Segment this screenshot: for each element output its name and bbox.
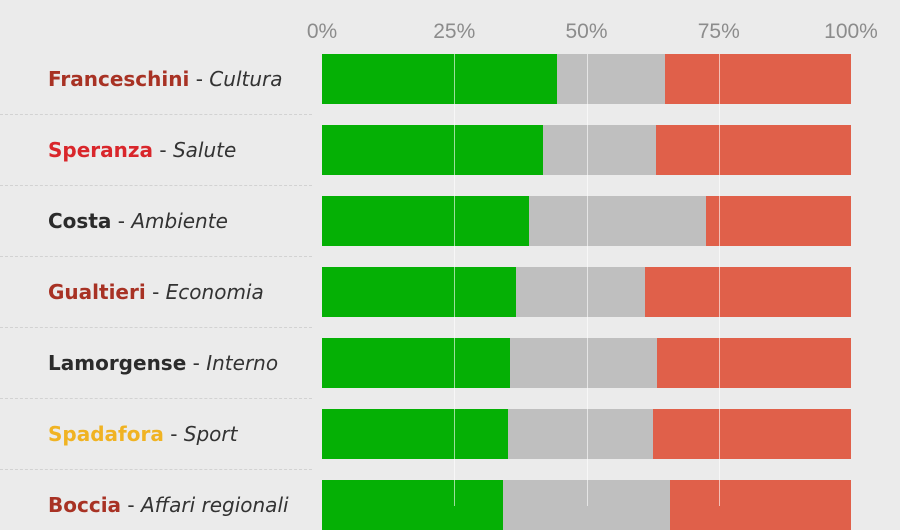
minister-name: Speranza (48, 138, 154, 162)
label-separator: - (121, 493, 141, 517)
label-separator: - (153, 138, 173, 162)
x-tick-label: 25% (433, 20, 476, 43)
row-label: Franceschini - Cultura (48, 67, 283, 91)
label-separator: - (186, 351, 207, 375)
row-divider (0, 469, 312, 470)
bar-segment-positive (322, 480, 503, 530)
x-tick-label: 100% (824, 20, 878, 43)
row-label: Costa - Ambiente (48, 209, 228, 233)
row-label: Speranza - Salute (48, 138, 236, 162)
bar-segment-neutral (557, 54, 665, 104)
label-separator: - (163, 422, 184, 446)
gridline (719, 54, 720, 506)
ministry-name: Affari regionali (140, 493, 289, 517)
gridline (587, 54, 588, 506)
row-divider (0, 256, 312, 257)
ministry-name: Salute (172, 138, 237, 162)
bar-segment-positive (322, 125, 543, 175)
bar-segment-positive (322, 196, 530, 246)
row-divider (0, 398, 312, 399)
bar-segment-neutral (510, 338, 658, 388)
x-tick-label: 50% (565, 20, 608, 43)
minister-name: Franceschini (48, 67, 190, 91)
bar-segment-positive (322, 409, 509, 459)
ministry-name: Cultura (209, 67, 283, 91)
minister-name: Boccia (48, 493, 122, 517)
bar-segment-neutral (542, 125, 656, 175)
bar-segment-neutral (508, 409, 653, 459)
label-separator: - (189, 67, 210, 91)
row-label: Spadafora - Sport (48, 422, 237, 446)
row-divider (0, 114, 312, 115)
ministry-name: Economia (165, 280, 264, 304)
bar-segment-negative (645, 267, 851, 317)
approval-chart: 0% 25% 50% 75% 100% Franceschini - Cultura Spe… (0, 20, 878, 530)
ministry-name: Sport (183, 422, 238, 446)
bar-segment-positive (322, 338, 511, 388)
x-tick-label: 75% (697, 20, 740, 43)
label-separator: - (111, 209, 132, 233)
bar-segment-negative (657, 338, 851, 388)
row-divider (0, 327, 312, 328)
bar-segment-positive (322, 54, 558, 104)
bar-segment-negative (664, 54, 851, 104)
bar-segment-negative (655, 125, 851, 175)
minister-name: Costa (48, 209, 112, 233)
ministry-name: Interno (206, 351, 279, 375)
row-divider (0, 185, 312, 186)
bar-segment-negative (705, 196, 851, 246)
minister-name: Gualtieri (48, 280, 146, 304)
bar-segment-neutral (516, 267, 646, 317)
minister-name: Lamorgense (48, 351, 187, 375)
minister-name: Spadafora (48, 422, 164, 446)
row-label: Lamorgense - Interno (48, 351, 278, 375)
row-label: Gualtieri - Economia (48, 280, 264, 304)
gridline (454, 54, 455, 506)
x-tick-label: 0% (306, 20, 338, 43)
label-separator: - (145, 280, 166, 304)
ministry-name: Ambiente (131, 209, 228, 233)
bar-segment-positive (322, 267, 517, 317)
bar-segment-negative (670, 480, 851, 530)
bar-segment-neutral (529, 196, 706, 246)
row-label: Boccia - Affari regionali (48, 493, 289, 517)
bar-segment-negative (652, 409, 851, 459)
